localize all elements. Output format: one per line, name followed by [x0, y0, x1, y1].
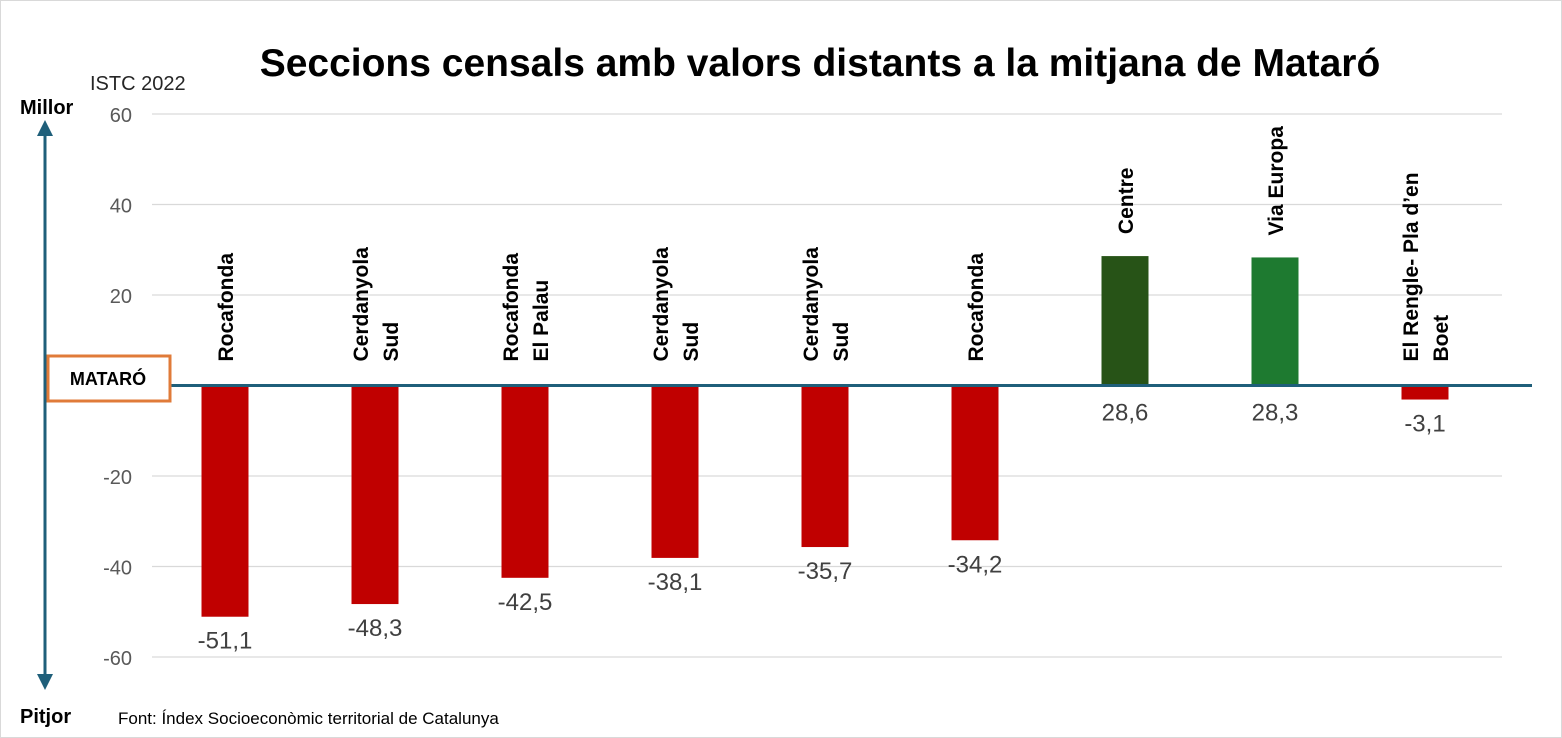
- category-label: El Palau: [530, 280, 553, 362]
- y-tick-label: 40: [110, 196, 132, 218]
- y-tick-label: -60: [103, 648, 132, 670]
- category-label: Rocafonda: [215, 253, 238, 362]
- category-label: Rocafonda: [500, 253, 523, 362]
- category-label: Sud: [380, 322, 403, 362]
- axes: [37, 120, 1532, 690]
- bar: [201, 385, 249, 617]
- category-label: Centre: [1115, 168, 1138, 235]
- data-label: -42,5: [498, 589, 553, 616]
- y-axis-title: ISTC 2022: [90, 73, 186, 95]
- y-tick-label: -20: [103, 467, 132, 489]
- data-label: -3,1: [1404, 411, 1445, 438]
- bars: [201, 256, 1449, 617]
- data-label: -38,1: [648, 569, 703, 596]
- bar: [651, 385, 699, 558]
- top-arrow-label: Millor: [20, 97, 74, 119]
- bottom-arrow-label: Pitjor: [20, 706, 71, 728]
- category-label: Cerdanyola: [350, 247, 373, 362]
- y-tick-label: 20: [110, 286, 132, 308]
- data-label: -35,7: [798, 558, 853, 585]
- bar: [951, 385, 999, 541]
- arrow-up-icon: [37, 120, 53, 136]
- source-note: Font: Índex Socioeconòmic territorial de…: [118, 709, 499, 728]
- category-label: Sud: [680, 322, 703, 362]
- bar: [1101, 256, 1149, 386]
- bar: [351, 385, 399, 605]
- bar: [1401, 385, 1449, 400]
- mataro-baseline-box: [46, 354, 172, 403]
- data-label: 28,6: [1102, 400, 1149, 427]
- bar: [801, 385, 849, 548]
- category-label: Sud: [830, 322, 853, 362]
- category-label: Cerdanyola: [650, 247, 673, 362]
- y-tick-label: 60: [110, 105, 132, 127]
- bar: [501, 385, 549, 578]
- data-label: -51,1: [198, 628, 253, 655]
- category-label: Boet: [1430, 315, 1453, 362]
- bar: [1251, 257, 1299, 386]
- category-label: Rocafonda: [965, 253, 988, 362]
- arrow-down-icon: [37, 674, 53, 690]
- chart-title: Seccions censals amb valors distants a l…: [260, 42, 1381, 85]
- category-label: Via Europa: [1265, 126, 1288, 236]
- data-label: -48,3: [348, 615, 403, 642]
- data-label: 28,3: [1252, 400, 1299, 427]
- category-label: Cerdanyola: [800, 247, 823, 362]
- labels: 60 40 20 -20 -40 -60 -51,1 Rocafonda -48,3 Cerdan…: [103, 105, 1453, 670]
- mataro-baseline-label: MATARÓ: [70, 368, 146, 389]
- data-label: -34,2: [948, 551, 1003, 578]
- category-label: El Rengle- Pla d’en: [1400, 172, 1423, 361]
- y-tick-label: -40: [103, 558, 132, 580]
